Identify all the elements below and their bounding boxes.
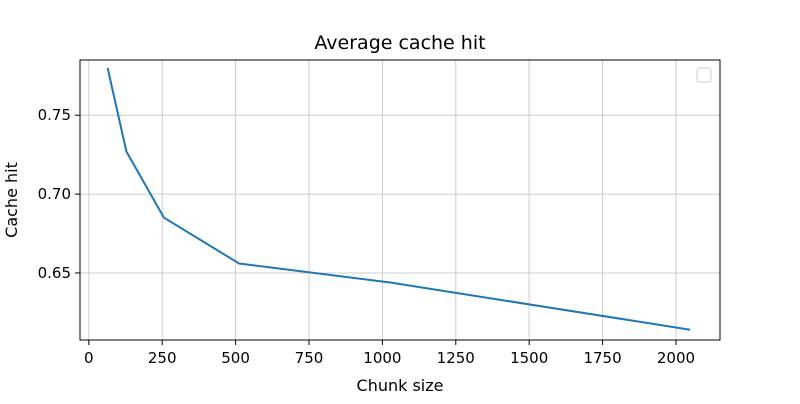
y-tick-label: 0.75 (38, 106, 71, 124)
x-tick-label: 500 (221, 349, 250, 367)
legend-box (697, 68, 711, 82)
y-tick-label: 0.70 (38, 185, 71, 203)
x-axis-label: Chunk size (357, 376, 444, 395)
x-tick-label: 1750 (583, 349, 621, 367)
x-tick-label: 2000 (657, 349, 695, 367)
x-tick-label: 1500 (510, 349, 548, 367)
chart-title: Average cache hit (314, 32, 485, 54)
y-tick-label: 0.65 (38, 264, 71, 282)
x-tick-label: 1000 (363, 349, 401, 367)
ticks: 0 250 500 750 1000 1250 1500 1750 2000 0.65 0.70 0.… (38, 106, 695, 367)
x-tick-label: 0 (84, 349, 94, 367)
x-tick-label: 1250 (437, 349, 475, 367)
grid (80, 60, 720, 340)
plot-frame (80, 60, 720, 340)
y-axis-label: Cache hit (2, 162, 21, 238)
x-tick-label: 250 (148, 349, 177, 367)
x-tick-label: 750 (295, 349, 324, 367)
